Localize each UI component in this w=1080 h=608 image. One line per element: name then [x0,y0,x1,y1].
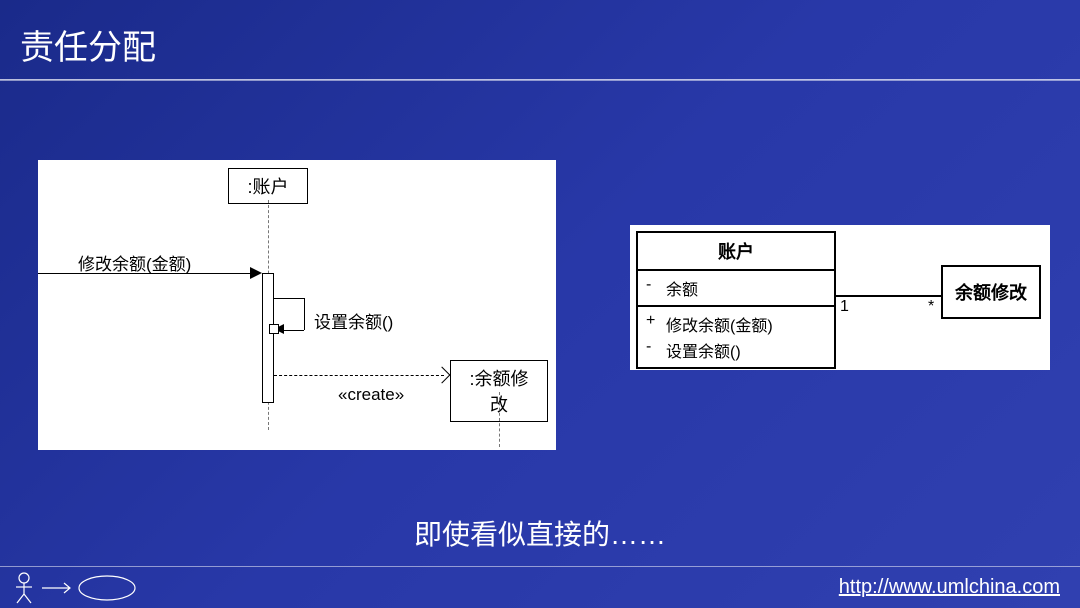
sequence-diagram-panel: :账户 修改余额(金额) 设置余额() «create» :余额修改 [38,160,556,450]
op-vis: + [646,312,658,336]
op-text: 设置余额() [666,338,741,362]
op-vis: - [646,338,658,362]
class-account: 账户 -余额 +修改余额(金额) -设置余额() [636,231,836,369]
seq-msg1-label: 修改余额(金额) [78,250,191,275]
seq-self-bottom [284,330,304,331]
mult-left: 1 [840,298,849,316]
class-balancechange-name: 余额修改 [943,267,1039,317]
seq-msg1-line [38,273,256,274]
class-account-ops: + 修改余额(金额) -设置余额() [638,307,834,367]
slide-title: 责任分配 [0,0,1080,80]
slide-subtitle: 即使看似直接的…… [0,513,1080,553]
attr-text: 余额 [666,276,698,300]
seq-lifeline-account: :账户 [228,168,308,204]
class-diagram-panel: 账户 -余额 +修改余额(金额) -设置余额() 1 * 余额修改 [630,225,1050,370]
seq-self-right [304,298,305,330]
footer-url[interactable]: http://www.umlchina.com [839,576,1060,599]
actor-usecase-icon [12,570,152,606]
class-balancechange: 余额修改 [941,265,1041,319]
seq-create-label: «create» [338,385,404,405]
mult-right: * [928,298,934,316]
seq-self-top [274,298,304,299]
op-text: 修改余额(金额) [666,312,773,336]
seq-create-line [274,375,444,376]
seq-lifeline-line-2 [499,392,500,447]
seq-self-exec-box [269,324,279,334]
slide-footer: http://www.umlchina.com [0,566,1080,608]
seq-create-arrow [434,367,451,384]
seq-msg1-arrow [250,267,262,279]
association-line [836,295,941,297]
seq-msg2-label: 设置余额() [314,308,393,333]
class-account-attrs: -余额 [638,271,834,307]
seq-activation-1 [262,273,274,403]
class-account-name: 账户 [638,233,834,271]
attr-vis: - [646,276,658,300]
